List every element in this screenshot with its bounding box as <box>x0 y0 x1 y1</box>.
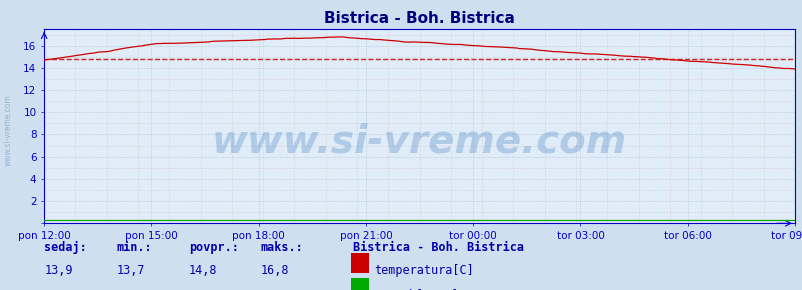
Text: min.:: min.: <box>116 241 152 254</box>
Text: povpr.:: povpr.: <box>188 241 238 254</box>
Text: 0,3: 0,3 <box>188 289 210 290</box>
Text: maks.:: maks.: <box>261 241 303 254</box>
Text: www.si-vreme.com: www.si-vreme.com <box>3 95 13 166</box>
Bar <box>350 278 368 290</box>
Text: www.si-vreme.com: www.si-vreme.com <box>212 123 626 161</box>
Text: 16,8: 16,8 <box>261 264 289 278</box>
Bar <box>350 253 368 273</box>
Text: 13,7: 13,7 <box>116 264 144 278</box>
Text: 0,3: 0,3 <box>44 289 66 290</box>
Text: 14,8: 14,8 <box>188 264 217 278</box>
Text: Bistrica - Boh. Bistrica: Bistrica - Boh. Bistrica <box>353 241 524 254</box>
Text: sedaj:: sedaj: <box>44 241 87 254</box>
Title: Bistrica - Boh. Bistrica: Bistrica - Boh. Bistrica <box>324 11 514 26</box>
Text: 0,3: 0,3 <box>116 289 138 290</box>
Text: 0,3: 0,3 <box>261 289 282 290</box>
Text: temperatura[C]: temperatura[C] <box>374 264 473 278</box>
Text: pretok[m3/s]: pretok[m3/s] <box>374 289 459 290</box>
Text: 13,9: 13,9 <box>44 264 72 278</box>
